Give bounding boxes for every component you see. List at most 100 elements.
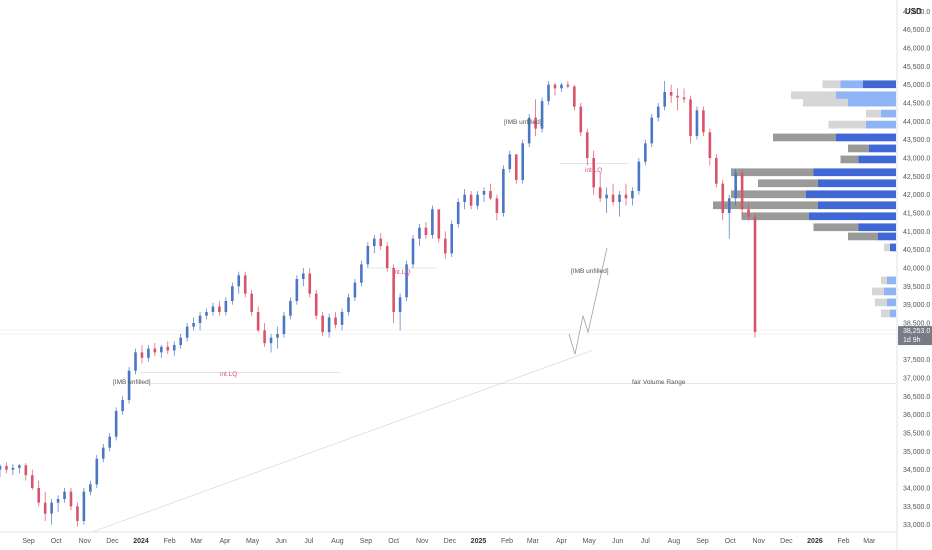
y-tick-label: 41,000.0 — [903, 229, 930, 236]
current-price-value: 38,253.0 — [903, 328, 930, 335]
candle-body — [611, 194, 615, 202]
candle-up — [431, 205, 434, 239]
candle-down — [579, 103, 583, 136]
y-tick-label: 43,500.0 — [903, 137, 930, 144]
candle-body — [431, 209, 434, 235]
x-tick-label: Oct — [388, 538, 399, 545]
candle-up — [282, 312, 286, 338]
x-tick-label: Dec — [106, 538, 119, 545]
candle-body — [682, 97, 686, 100]
volume-profile-row — [881, 309, 896, 318]
candle-up — [637, 158, 641, 195]
volume-profile-row — [773, 133, 896, 142]
candle-body — [443, 238, 447, 254]
candle-up — [727, 194, 731, 239]
candle-up — [82, 488, 86, 525]
candle-body — [89, 484, 92, 492]
candle-body — [192, 323, 195, 327]
candle-down — [250, 290, 253, 316]
candle-up — [172, 341, 176, 356]
candle-up — [540, 97, 544, 133]
candle-down — [566, 81, 570, 89]
volume-profile-bar — [741, 212, 809, 221]
candle-body — [147, 348, 150, 358]
candle-body — [276, 334, 279, 338]
candle-up — [411, 235, 415, 268]
candle-body — [263, 330, 266, 344]
candle-up — [372, 235, 376, 254]
volume-profile-row — [828, 120, 896, 129]
candle-body — [398, 297, 402, 312]
candle-body — [321, 315, 324, 333]
candle-up — [695, 106, 699, 140]
candle-body — [282, 315, 286, 334]
candle-down — [611, 183, 615, 206]
volume-profile-bar — [828, 120, 866, 129]
y-tick-label: 44,500.0 — [903, 101, 930, 108]
volume-profile-bar — [731, 190, 806, 199]
x-tick-label: Feb — [164, 538, 176, 545]
candle-down — [553, 82, 557, 96]
candle-up — [456, 198, 460, 228]
x-tick-label: Mar — [190, 538, 203, 545]
candle-body — [469, 194, 473, 206]
candle-down — [689, 95, 692, 144]
candle-body — [166, 346, 170, 351]
candles[interactable] — [0, 81, 757, 527]
x-tick-label: Dec — [780, 538, 793, 545]
x-tick-label: Mar — [863, 538, 876, 545]
candle-down — [314, 290, 318, 320]
volume-profile-row — [758, 179, 896, 188]
volume-profile-bar — [887, 276, 896, 285]
candle-up — [463, 189, 466, 210]
candle-up — [605, 187, 608, 213]
candle-body — [573, 86, 576, 107]
currency-label: USD — [905, 7, 922, 16]
candle-up — [644, 139, 647, 166]
candle-up — [185, 323, 189, 342]
imb-unfilled-label-1: [IMB unfilled] — [113, 379, 151, 386]
candle-body — [121, 400, 124, 411]
candle-down — [598, 172, 602, 202]
candle-up — [327, 313, 331, 338]
candle-up — [618, 191, 621, 217]
volume-profile-bar — [813, 223, 859, 232]
y-tick-label: 44,000.0 — [903, 119, 930, 126]
candle-down — [76, 502, 79, 527]
candle-body — [211, 306, 215, 312]
y-tick-label: 41,500.0 — [903, 211, 930, 218]
volume-profile-bar — [848, 98, 896, 107]
volume-profile-bar — [881, 309, 890, 318]
volume-profile — [713, 80, 896, 318]
candle-up — [476, 191, 479, 210]
candle-body — [605, 194, 608, 199]
x-tick-label: Sep — [22, 538, 35, 545]
volume-profile-row — [884, 243, 896, 252]
x-tick-label: Feb — [837, 538, 849, 545]
candle-down — [624, 183, 628, 206]
y-tick-label: 35,000.0 — [903, 449, 930, 456]
candle-body — [669, 92, 673, 96]
candle-body — [340, 312, 344, 325]
candle-body — [747, 209, 750, 217]
volume-profile-row — [791, 91, 896, 100]
y-tick-label: 38,500.0 — [903, 321, 930, 328]
x-tick-label: Aug — [331, 538, 344, 545]
candle-up — [224, 297, 228, 316]
volume-profile-bar — [836, 133, 896, 142]
volume-profile-bar — [872, 287, 884, 296]
y-tick-label: 37,500.0 — [903, 357, 930, 364]
candle-down — [140, 345, 144, 364]
candle-down — [443, 231, 447, 259]
x-tick-label: Jun — [612, 538, 623, 545]
candle-down — [256, 306, 260, 333]
candle-body — [553, 84, 557, 89]
candle-up — [89, 480, 92, 496]
candle-body — [676, 95, 679, 98]
candle-down — [5, 462, 8, 474]
candle-up — [450, 220, 454, 257]
candle-body — [624, 194, 628, 199]
candle-up — [95, 455, 99, 488]
